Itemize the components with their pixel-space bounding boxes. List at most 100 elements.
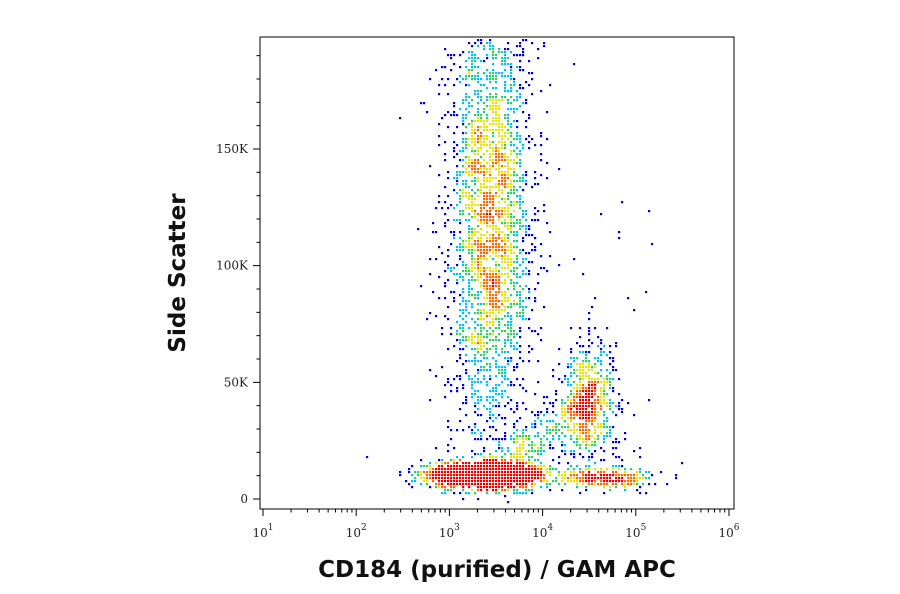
data-point (477, 141, 480, 144)
data-point (498, 147, 501, 150)
data-point (489, 315, 492, 318)
data-point (519, 219, 522, 222)
data-point (480, 144, 483, 147)
data-point (525, 126, 528, 129)
data-point (459, 150, 462, 153)
data-point (525, 39, 528, 42)
data-point (597, 435, 600, 438)
data-point (585, 387, 588, 390)
data-point (513, 441, 516, 444)
data-point (438, 471, 441, 474)
data-point (588, 390, 591, 393)
data-point (462, 192, 465, 195)
data-point (507, 207, 510, 210)
data-point (510, 123, 513, 126)
data-point (477, 477, 480, 480)
data-point (600, 354, 603, 357)
data-point (495, 96, 498, 99)
data-point (582, 384, 585, 387)
data-point (456, 465, 459, 468)
data-point (501, 450, 504, 453)
data-point (465, 300, 468, 303)
data-point (489, 273, 492, 276)
data-point (507, 99, 510, 102)
data-point (639, 456, 642, 459)
data-point (501, 165, 504, 168)
data-point (453, 486, 456, 489)
data-point (501, 366, 504, 369)
data-point (429, 474, 432, 477)
data-point (516, 315, 519, 318)
data-point (471, 174, 474, 177)
data-point (459, 465, 462, 468)
data-point (624, 483, 627, 486)
data-point (585, 360, 588, 363)
data-point (648, 471, 651, 474)
data-point (486, 285, 489, 288)
data-point (471, 162, 474, 165)
data-point (579, 396, 582, 399)
data-point (474, 258, 477, 261)
data-point (438, 93, 441, 96)
data-point (561, 426, 564, 429)
data-point (420, 102, 423, 105)
data-point (495, 468, 498, 471)
data-point (516, 255, 519, 258)
data-point (594, 438, 597, 441)
data-point (492, 195, 495, 198)
data-point (495, 249, 498, 252)
data-point (489, 456, 492, 459)
data-point (429, 465, 432, 468)
data-point (492, 387, 495, 390)
data-point (477, 294, 480, 297)
data-point (477, 246, 480, 249)
data-point (576, 369, 579, 372)
data-point (531, 471, 534, 474)
data-point (465, 372, 468, 375)
data-point (609, 345, 612, 348)
data-point (516, 231, 519, 234)
data-point (552, 438, 555, 441)
data-point (528, 474, 531, 477)
data-point (507, 249, 510, 252)
data-point (492, 420, 495, 423)
data-point (525, 453, 528, 456)
data-point (519, 384, 522, 387)
data-point (480, 285, 483, 288)
data-point (486, 87, 489, 90)
data-point (510, 213, 513, 216)
data-point (447, 348, 450, 351)
data-point (609, 381, 612, 384)
data-point (480, 468, 483, 471)
data-point (504, 435, 507, 438)
data-point (468, 288, 471, 291)
data-point (621, 459, 624, 462)
data-point (522, 471, 525, 474)
data-point (531, 423, 534, 426)
data-point (492, 357, 495, 360)
data-point (558, 474, 561, 477)
data-point (504, 459, 507, 462)
data-point (489, 396, 492, 399)
data-point (603, 411, 606, 414)
data-point (456, 78, 459, 81)
data-point (462, 291, 465, 294)
data-point (483, 270, 486, 273)
data-point (504, 213, 507, 216)
data-point (501, 381, 504, 384)
data-point (471, 483, 474, 486)
data-point (507, 114, 510, 117)
data-point (432, 480, 435, 483)
data-point (504, 87, 507, 90)
density-dots (366, 39, 684, 504)
data-point (471, 69, 474, 72)
data-point (498, 468, 501, 471)
data-point (498, 99, 501, 102)
data-point (588, 456, 591, 459)
data-point (471, 489, 474, 492)
data-point (492, 246, 495, 249)
data-point (546, 222, 549, 225)
data-point (495, 261, 498, 264)
data-point (510, 333, 513, 336)
data-point (450, 489, 453, 492)
